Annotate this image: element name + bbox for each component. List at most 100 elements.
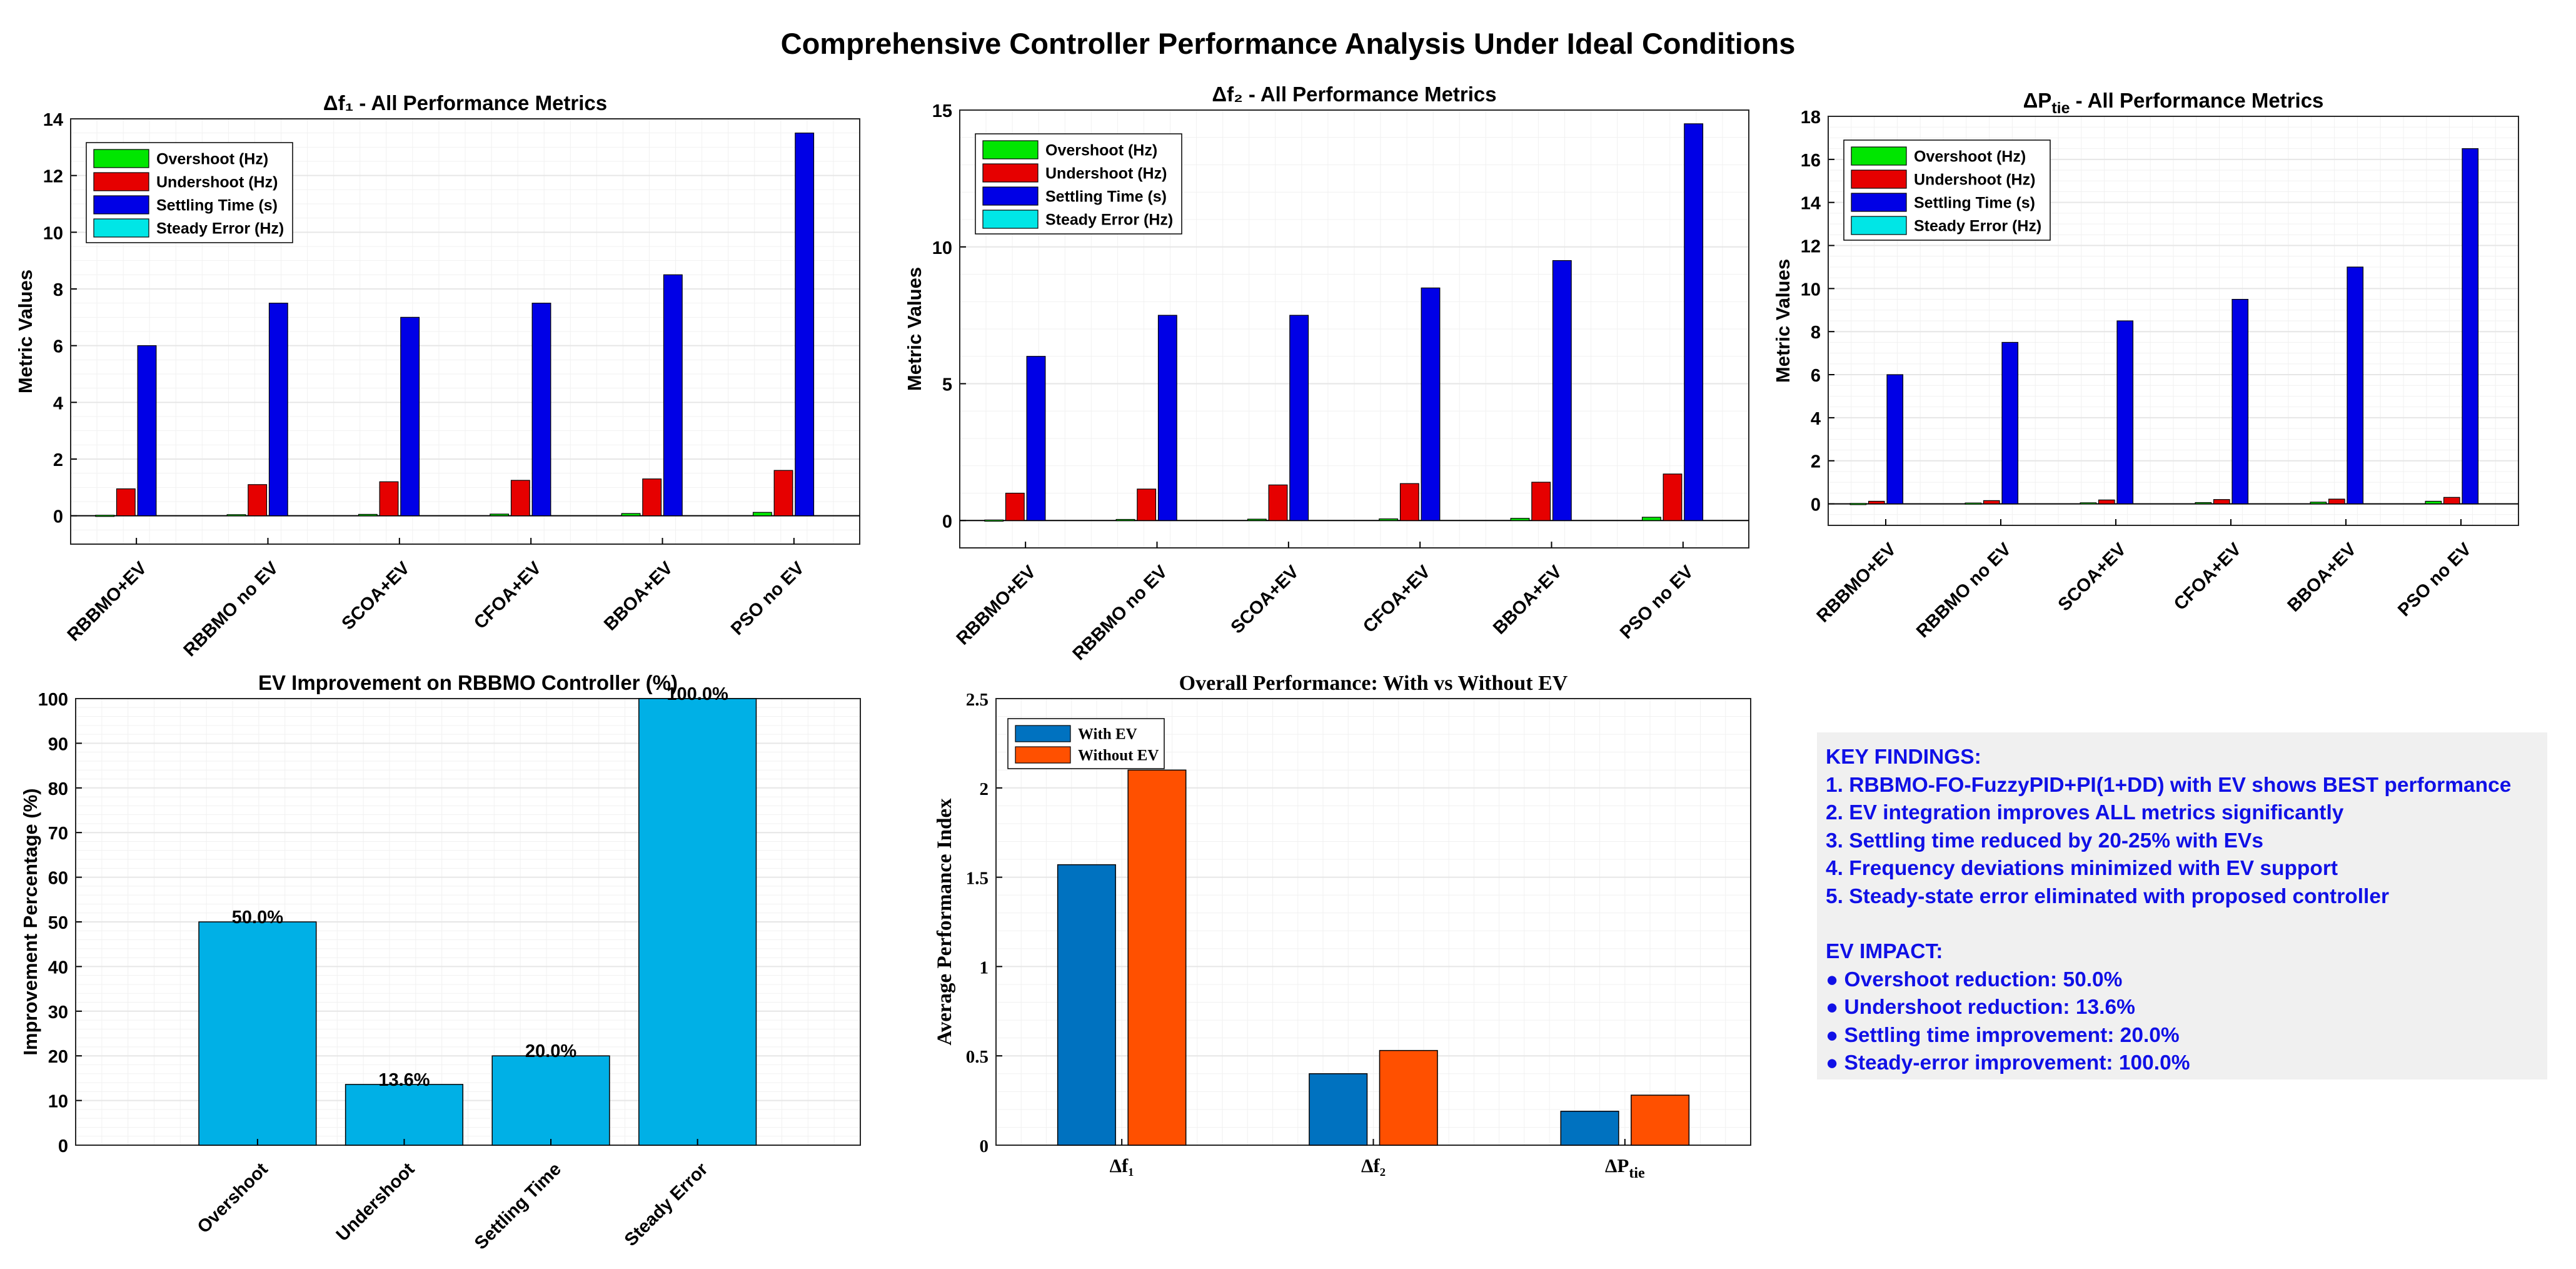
legend-label: Settling Time (s) xyxy=(156,197,278,215)
y-tick-label: 0.5 xyxy=(966,1047,989,1067)
y-tick-label: 1.5 xyxy=(966,869,989,889)
bar xyxy=(345,1084,464,1146)
y-tick-label: 6 xyxy=(1811,366,1821,386)
y-tick-label: 2.5 xyxy=(966,690,989,710)
x-tick-label: SCOA+EV xyxy=(338,558,415,634)
y-tick-label: 0 xyxy=(1811,495,1821,515)
bar xyxy=(400,316,420,517)
y-tick-label: 0 xyxy=(58,1136,68,1156)
y-tick-label: 14 xyxy=(1801,194,1821,214)
findings-heading: KEY FINDINGS: xyxy=(1826,746,1981,769)
bar xyxy=(1868,500,1885,505)
legend-swatch xyxy=(93,195,149,215)
plot-frame xyxy=(75,698,861,1146)
y-tick-label: 0 xyxy=(980,1136,989,1156)
bar xyxy=(137,345,157,517)
bar xyxy=(2080,502,2097,505)
bar xyxy=(490,513,510,517)
x-tick-label: SCOA+EV xyxy=(1227,562,1304,638)
y-tick-label: 12 xyxy=(1801,237,1821,257)
legend-label: Settling Time (s) xyxy=(1914,195,2035,212)
bar xyxy=(1289,315,1309,521)
bar xyxy=(1684,123,1704,521)
legend-label: Undershoot (Hz) xyxy=(1914,171,2035,189)
bar xyxy=(2098,499,2115,505)
bar xyxy=(358,513,378,517)
finding-item: 2. EV integration improves ALL metrics s… xyxy=(1826,801,2344,824)
legend-label: Overshoot (Hz) xyxy=(1045,142,1157,159)
y-axis-label: Metric Values xyxy=(14,270,36,393)
legend-swatch xyxy=(1015,725,1071,742)
bar xyxy=(2001,341,2019,505)
bar xyxy=(795,133,815,517)
bar xyxy=(248,484,268,517)
bar xyxy=(2462,148,2479,505)
chart-title: Δf₁ - All Performance Metrics xyxy=(323,91,607,114)
chart-title: EV Improvement on RBBMO Controller (%) xyxy=(258,671,678,694)
y-axis-label: Metric Values xyxy=(1772,259,1794,383)
impact-item: ● Steady-error improvement: 100.0% xyxy=(1826,1051,2190,1074)
finding-item: 5. Steady-state error eliminated with pr… xyxy=(1826,884,2389,908)
bar xyxy=(1247,518,1267,521)
y-tick-label: 15 xyxy=(932,101,952,121)
plot-frame xyxy=(1828,116,2519,526)
bar xyxy=(984,519,1004,522)
finding-item: 1. RBBMO-FO-FuzzyPID+PI(1+DD) with EV sh… xyxy=(1826,773,2512,797)
y-tick-label: 20 xyxy=(48,1047,68,1067)
data-label: 100.0% xyxy=(667,684,728,704)
bar xyxy=(1379,1049,1438,1146)
impact-item: ● Undershoot reduction: 13.6% xyxy=(1826,996,2135,1019)
plot-frame xyxy=(70,118,860,545)
legend-label: With EV xyxy=(1078,726,1137,742)
chart-title: Δf₂ - All Performance Metrics xyxy=(1212,83,1496,106)
bar xyxy=(752,512,772,517)
bar xyxy=(1421,287,1441,521)
bar xyxy=(1641,517,1661,521)
bar xyxy=(2213,499,2230,505)
x-tick-label: BBOA+EV xyxy=(2284,539,2361,616)
y-tick-label: 90 xyxy=(48,734,68,754)
y-tick-label: 10 xyxy=(43,223,63,243)
y-axis-label: Metric Values xyxy=(903,267,925,391)
x-tick-label: ΔPtie xyxy=(1605,1155,1645,1181)
bar xyxy=(773,470,793,517)
y-tick-label: 0 xyxy=(942,512,952,532)
bar xyxy=(1552,260,1572,521)
bar xyxy=(1379,518,1399,521)
bar xyxy=(226,514,246,517)
legend-swatch xyxy=(93,172,149,191)
legend-label: Steady Error (Hz) xyxy=(156,220,284,238)
y-axis-label: Improvement Percentage (%) xyxy=(19,788,41,1055)
plot-frame xyxy=(959,109,1749,549)
bar xyxy=(1510,518,1530,521)
bar xyxy=(1057,864,1116,1146)
legend-swatch xyxy=(93,149,149,168)
y-tick-label: 4 xyxy=(1811,409,1821,429)
impact-item: ● Overshoot reduction: 50.0% xyxy=(1826,968,2123,991)
x-tick-label: BBOA+EV xyxy=(1489,562,1566,639)
x-tick-label: CFOA+EV xyxy=(2170,539,2246,615)
key-findings-box: KEY FINDINGS: 1. RBBMO-FO-FuzzyPID+PI(1+… xyxy=(1817,732,2547,1079)
y-tick-label: 2 xyxy=(1811,452,1821,472)
bar xyxy=(1531,482,1551,521)
y-tick-label: 10 xyxy=(932,238,952,258)
bar xyxy=(1560,1110,1619,1146)
bar xyxy=(1309,1073,1368,1146)
bar xyxy=(1965,502,1982,505)
bar xyxy=(1631,1095,1690,1146)
y-tick-label: 6 xyxy=(53,337,63,357)
x-tick-label: RBBMO+EV xyxy=(953,562,1040,649)
x-tick-label: Δf₁ xyxy=(1110,1155,1134,1176)
impact-item: ● Settling time improvement: 20.0% xyxy=(1826,1023,2180,1047)
legend-swatch xyxy=(1851,193,1907,212)
bar xyxy=(1127,769,1187,1146)
impact-heading: EV IMPACT: xyxy=(1826,940,1943,963)
y-tick-label: 0 xyxy=(53,507,63,527)
x-tick-label: BBOA+EV xyxy=(600,558,677,635)
chart-ev-improvement: 0 10 20 30 40 50 60 70 80 90 100 50.0% Overshoot 13.6… xyxy=(19,671,861,1253)
bar xyxy=(1115,518,1135,522)
chart-df1-metrics: 0 2 4 6 8 10 12 14 RBBMO+EV RBBMO no EV SCOA+EV CFO… xyxy=(14,91,860,660)
bar xyxy=(198,921,317,1146)
bar xyxy=(621,513,641,517)
x-tick-label: RBBMO no EV xyxy=(1069,562,1172,664)
